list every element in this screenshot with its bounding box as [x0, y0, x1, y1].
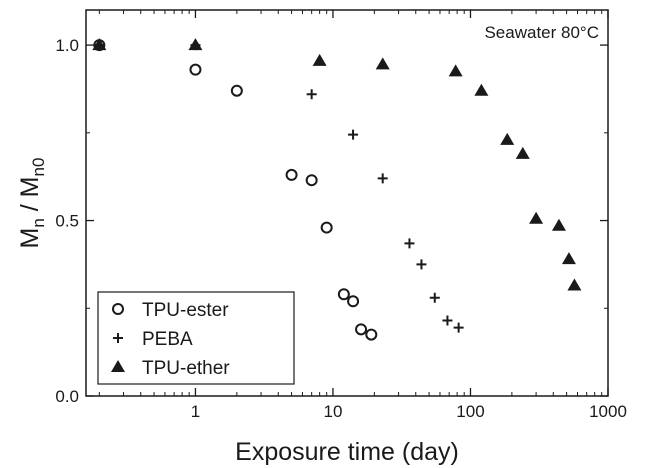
y-tick-label: 0.0 [55, 387, 79, 406]
data-point [448, 64, 463, 77]
series-peba [94, 40, 464, 333]
axis-tick-labels: 1 10 100 1000 0.0 0.5 1.0 [55, 36, 627, 421]
data-point [377, 173, 388, 184]
data-point [347, 295, 360, 308]
legend-markers [111, 303, 125, 372]
data-point [567, 278, 582, 291]
data-point [305, 174, 318, 187]
data-point [416, 259, 427, 270]
data-point [188, 38, 203, 51]
legend-label-tpu-ether: TPU-ether [142, 358, 230, 379]
data-point [312, 53, 327, 66]
legend-label-peba: PEBA [142, 329, 193, 350]
data-point [189, 63, 202, 76]
x-tick-label: 10 [324, 402, 343, 421]
data-point [348, 129, 359, 140]
annotation: Seawater 80°C [484, 23, 599, 42]
data-point [285, 168, 298, 181]
data-point [453, 322, 464, 333]
x-tick-label: 1 [191, 402, 200, 421]
legend: TPU-ester PEBA TPU-ether [97, 291, 295, 385]
x-axis-label: Exposure time (day) [235, 438, 459, 466]
data-point [404, 238, 415, 249]
plot-frame [85, 9, 609, 397]
data-point [515, 146, 530, 159]
data-point [337, 288, 350, 301]
data-point [500, 132, 515, 145]
legend-marker [113, 333, 123, 343]
data-point [92, 38, 107, 51]
data-points [92, 38, 582, 341]
data-point [306, 89, 317, 100]
data-point [442, 315, 453, 326]
axis-ticks [86, 10, 609, 397]
x-tick-label: 100 [456, 402, 484, 421]
data-point [429, 292, 440, 303]
x-tick-label: 1000 [589, 402, 627, 421]
data-point [375, 57, 390, 70]
data-point [365, 328, 378, 341]
data-point [561, 252, 576, 265]
legend-box [97, 291, 295, 385]
data-point [320, 221, 333, 234]
data-point [551, 218, 566, 231]
series-tpu-ether [92, 38, 582, 291]
legend-marker [111, 360, 125, 372]
y-axis-label: Mn / Mn0 [16, 158, 48, 249]
legend-marker [112, 303, 124, 315]
data-point [230, 84, 243, 97]
legend-label-tpu-ester: TPU-ester [142, 300, 229, 321]
data-point [355, 323, 368, 336]
data-point [529, 211, 544, 224]
y-tick-label: 0.5 [55, 212, 79, 231]
y-tick-label: 1.0 [55, 36, 79, 55]
data-point [474, 83, 489, 96]
